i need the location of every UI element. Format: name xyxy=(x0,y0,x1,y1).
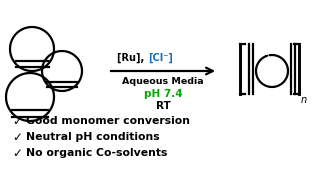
Text: pH 7.4: pH 7.4 xyxy=(144,89,182,99)
Text: Good monomer conversion: Good monomer conversion xyxy=(26,116,190,126)
Text: Aqueous Media: Aqueous Media xyxy=(122,77,204,86)
Text: Neutral pH conditions: Neutral pH conditions xyxy=(26,132,160,142)
Text: [Cl⁻]: [Cl⁻] xyxy=(148,53,173,63)
Text: ✓: ✓ xyxy=(12,146,22,160)
Text: [Ru],: [Ru], xyxy=(117,53,148,63)
Text: RT: RT xyxy=(155,101,170,111)
Text: No organic Co-solvents: No organic Co-solvents xyxy=(26,148,167,158)
Text: n: n xyxy=(301,95,307,105)
Text: ✓: ✓ xyxy=(12,130,22,143)
Text: ✓: ✓ xyxy=(12,115,22,128)
